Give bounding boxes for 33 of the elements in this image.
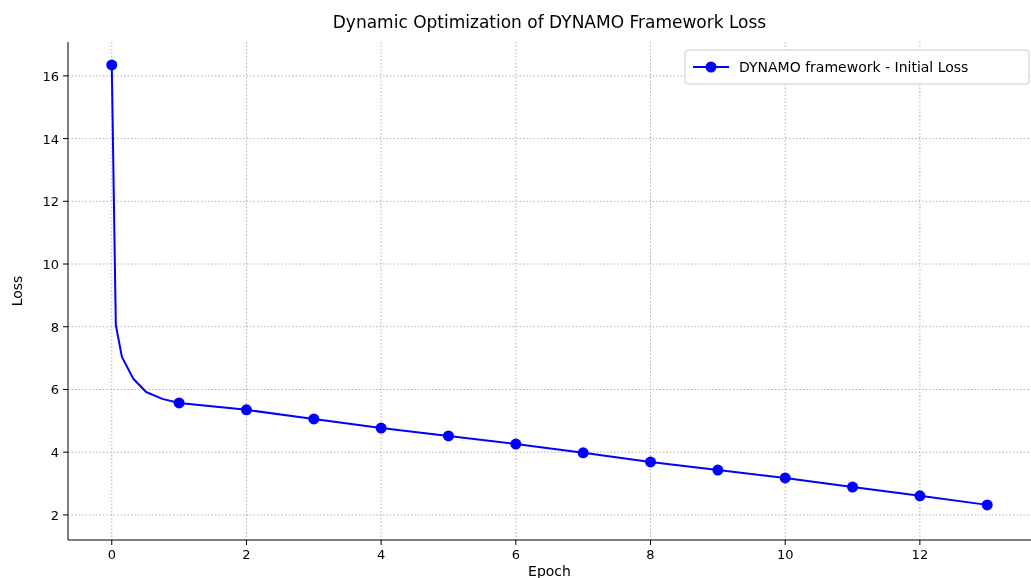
point: [308, 413, 320, 425]
point: [442, 430, 454, 442]
point: [847, 481, 859, 493]
point: [914, 490, 926, 502]
x-tick-label: 2: [242, 547, 251, 562]
point: [577, 447, 589, 459]
x-tick-label: 10: [776, 547, 794, 562]
x-tick-label: 8: [646, 547, 655, 562]
point: [240, 404, 252, 416]
chart-title: Dynamic Optimization of DYNAMO Framework Loss: [332, 12, 767, 32]
y-tick-label: 12: [42, 194, 59, 210]
point: [981, 499, 993, 511]
point: [645, 456, 657, 468]
y-tick-label: 6: [50, 382, 59, 398]
x-tick-label: 12: [911, 547, 929, 562]
x-axis-title: Epoch: [528, 563, 571, 578]
x-tick-label: 0: [107, 547, 116, 562]
point: [173, 397, 185, 409]
point: [106, 59, 118, 71]
y-axis-title: Loss: [9, 275, 25, 307]
y-tick-label: 14: [42, 131, 59, 147]
y-tick-label: 16: [42, 68, 59, 84]
point: [375, 422, 387, 434]
x-tick-label: 4: [377, 547, 386, 562]
y-tick-label: 4: [50, 445, 59, 461]
y-tick-label: 8: [50, 319, 59, 335]
point: [510, 438, 522, 450]
point: [779, 472, 791, 484]
y-tick-label: 10: [42, 257, 59, 273]
legend-label: DYNAMO framework - Initial Loss: [739, 59, 969, 75]
y-tick-label: 2: [50, 507, 59, 523]
point: [712, 464, 724, 476]
x-tick-label: 6: [511, 547, 520, 562]
